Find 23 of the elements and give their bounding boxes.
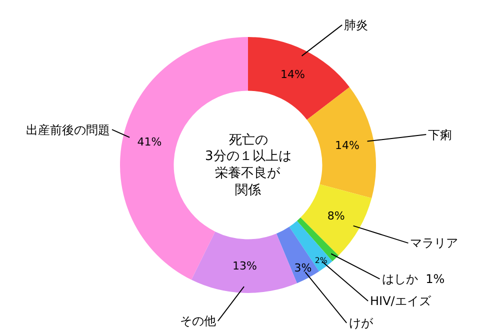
donut-slice xyxy=(248,37,350,120)
data-label: 14% xyxy=(280,68,305,81)
text: 栄養不良が xyxy=(215,166,281,181)
slice-label: 出産前後の問題 xyxy=(26,123,110,137)
slice-label: 肺炎 xyxy=(344,18,368,32)
data-label: 3% xyxy=(294,261,312,274)
donut-slice xyxy=(289,220,332,272)
slice-label: 下痢 xyxy=(428,128,452,142)
donut-slice xyxy=(300,184,372,256)
data-label: 13% xyxy=(232,260,257,273)
text: 3分の１以上は xyxy=(205,149,292,164)
slice-label: けが xyxy=(349,316,374,330)
text: 死亡の xyxy=(229,132,268,148)
slice-label: その他 xyxy=(180,314,216,328)
donut-slice xyxy=(191,232,297,293)
data-label: 14% xyxy=(334,138,360,152)
data-label: 8% xyxy=(327,209,345,222)
donut-slice xyxy=(306,87,376,198)
slice-label: はしか 1% xyxy=(382,272,445,286)
data-label: 41% xyxy=(137,136,162,149)
slice-label: HIV/エイズ xyxy=(370,294,432,308)
slice-label: マラリア xyxy=(410,236,458,250)
text: 関係 xyxy=(235,183,261,198)
